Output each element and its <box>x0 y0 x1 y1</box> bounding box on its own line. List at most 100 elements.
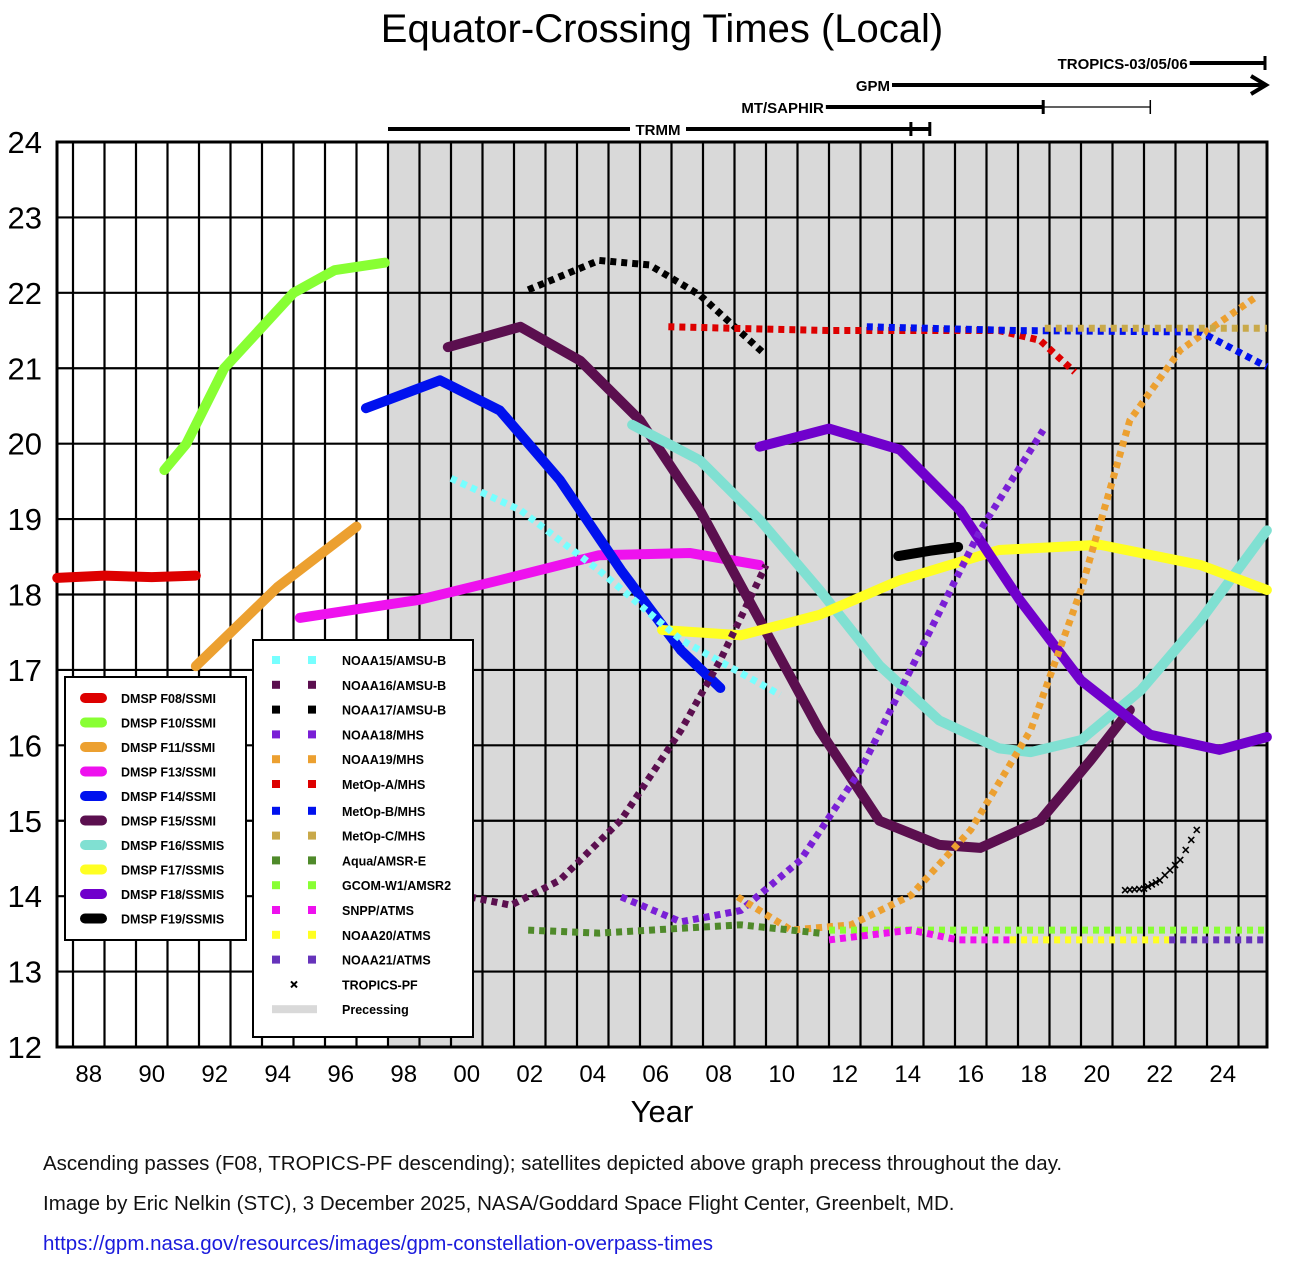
series-line-dmsp-f16-ssmis <box>627 419 1272 758</box>
y-tick-label: 13 <box>8 955 42 990</box>
legend-swatch <box>272 656 280 664</box>
series-line-snpp-atms <box>828 926 1011 944</box>
series-line-metop-b-mhs <box>866 323 1269 370</box>
x-tick-label: 00 <box>453 1061 480 1088</box>
legend-label: DMSP F18/SSMIS <box>121 888 224 902</box>
legend-label: Aqua/AMSR-E <box>342 854 426 868</box>
legend-label: NOAA15/AMSU-B <box>342 654 446 668</box>
y-tick-label: 16 <box>8 728 42 763</box>
x-tick-label: 14 <box>894 1061 921 1088</box>
legend-swatch <box>308 906 316 914</box>
legend-label: DMSP F19/SSMIS <box>121 913 224 927</box>
x-axis-label: Year <box>631 1094 694 1129</box>
y-tick-label: 18 <box>8 578 42 613</box>
legend-swatch <box>308 730 316 739</box>
y-tick-label: 20 <box>8 427 42 462</box>
x-tick-label: 96 <box>327 1061 354 1088</box>
series-line-dmsp-f08-ssmi <box>52 570 201 583</box>
legend-swatch <box>272 955 280 964</box>
legend-swatch <box>272 780 280 788</box>
mission-label: TROPICS-03/05/06 <box>1058 56 1188 73</box>
legend-label: DMSP F15/SSMI <box>121 815 216 829</box>
legend-swatch <box>272 906 280 914</box>
legend-label: DMSP F14/SSMI <box>121 790 216 804</box>
data-point-tropics-pf <box>1156 876 1164 884</box>
x-tick-label: 24 <box>1209 1061 1236 1088</box>
chart-title: Equator-Crossing Times (Local) <box>381 7 943 51</box>
x-tick-label: 20 <box>1083 1061 1110 1088</box>
legend-swatch <box>272 705 280 714</box>
mission-label: TRMM <box>636 122 681 139</box>
legend-label: GCOM-W1/AMSR2 <box>342 879 451 893</box>
legend-swatch <box>308 831 316 840</box>
legend-label: NOAA16/AMSU-B <box>342 679 446 693</box>
y-tick-label: 21 <box>8 351 42 386</box>
legend-label: DMSP F17/SSMIS <box>121 864 224 878</box>
legend-label: TROPICS-PF <box>342 978 418 992</box>
data-point-tropics-pf <box>1193 826 1201 834</box>
x-tick-label: 02 <box>516 1061 543 1088</box>
legend-label: NOAA20/ATMS <box>342 929 431 943</box>
mission-label-bg <box>630 120 686 138</box>
data-point-tropics-pf <box>1148 880 1156 889</box>
legend-label: DMSP F11/SSMI <box>121 741 215 755</box>
y-tick-label: 24 <box>8 125 42 160</box>
x-tick-label: 18 <box>1020 1061 1047 1088</box>
legend-swatch <box>308 881 316 890</box>
legend-label: Precessing <box>342 1003 409 1017</box>
series-line-noaa19-mhs <box>735 295 1257 934</box>
y-tick-label: 15 <box>8 804 42 839</box>
footer-link[interactable]: https://gpm.nasa.gov/resources/images/gp… <box>43 1232 713 1255</box>
series-line-noaa17-amsu-b <box>526 256 766 356</box>
x-tick-label: 06 <box>642 1061 669 1088</box>
legend-label: NOAA19/MHS <box>342 753 424 767</box>
series-line-dmsp-f10-ssmi <box>159 257 390 476</box>
x-tick-label: 16 <box>957 1061 984 1088</box>
legend-label: DMSP F16/SSMIS <box>121 839 224 853</box>
legend-label: NOAA17/AMSU-B <box>342 704 446 718</box>
series-line-dmsp-f17-ssmis <box>657 539 1272 641</box>
legend-label: MetOp-A/MHS <box>342 778 425 792</box>
legend-label: NOAA18/MHS <box>342 728 424 742</box>
legend-swatch <box>308 705 316 714</box>
data-point-tropics-pf <box>1152 878 1160 886</box>
arrow-icon <box>1249 74 1270 96</box>
legend-swatch <box>308 680 316 689</box>
legend-label: MetOp-C/MHS <box>342 830 425 844</box>
y-tick-label: 12 <box>8 1030 42 1065</box>
data-point-tropics-pf <box>1171 861 1179 869</box>
y-tick-label: 17 <box>8 653 42 688</box>
legend-label: DMSP F10/SSMI <box>121 717 216 731</box>
legend-swatch <box>272 831 280 840</box>
data-point-tropics-pf <box>1176 856 1184 864</box>
x-tick-label: 08 <box>705 1061 732 1088</box>
x-tick-label: 12 <box>831 1061 858 1088</box>
x-tick-label: 04 <box>579 1061 606 1088</box>
x-tick-label: 92 <box>201 1061 228 1088</box>
legend-label: NOAA21/ATMS <box>342 954 431 968</box>
legend-label: SNPP/ATMS <box>342 904 414 918</box>
y-tick-label: 19 <box>8 502 42 537</box>
legend-swatch <box>272 856 280 865</box>
x-tick-label: 98 <box>390 1061 417 1088</box>
legend-swatch-precessing <box>272 1005 317 1014</box>
x-tick-label: 10 <box>768 1061 795 1088</box>
legend-swatch <box>272 755 280 764</box>
series-line-dmsp-f13-ssmi <box>294 548 765 623</box>
legend-swatch <box>308 930 316 939</box>
data-point-tropics-pf <box>1144 882 1152 891</box>
y-tick-label: 14 <box>8 879 42 914</box>
footer-note: Ascending passes (F08, TROPICS-PF descen… <box>43 1152 1063 1175</box>
series-line-dmsp-f19-ssmis <box>893 541 964 562</box>
series-line-noaa15-amsu-b <box>449 475 782 698</box>
data-point-tropics-pf <box>1166 866 1174 874</box>
footer-credit: Image by Eric Nelkin (STC), 3 December 2… <box>43 1192 955 1215</box>
legend-swatch <box>308 955 316 964</box>
legend-swatch <box>272 680 280 689</box>
legend-sounders <box>252 639 474 1038</box>
legend-swatch <box>272 930 280 939</box>
mission-label: GPM <box>856 78 890 95</box>
legend-swatch <box>308 755 316 764</box>
series-line-dmsp-f14-ssmi <box>360 375 726 694</box>
